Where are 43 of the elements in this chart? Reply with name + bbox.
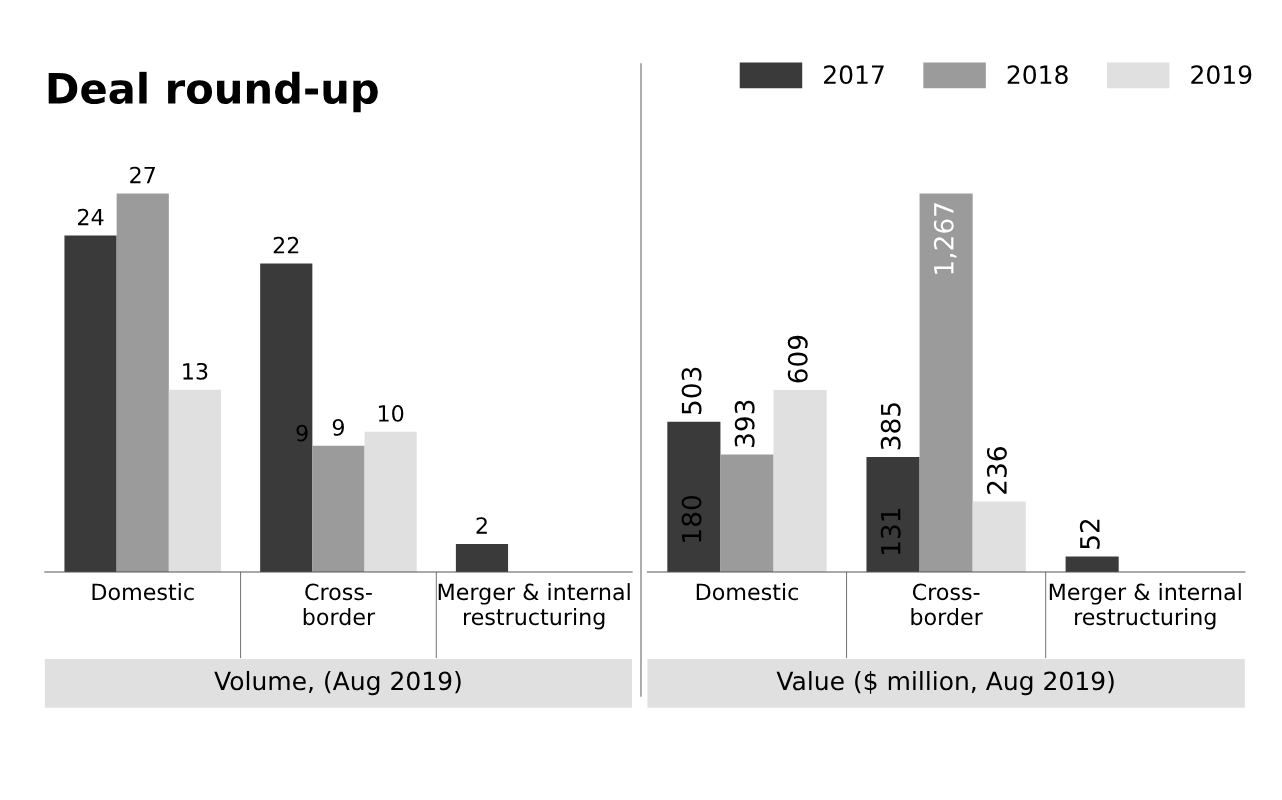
bar <box>364 431 417 572</box>
legend-label: 2019 <box>1191 65 1252 85</box>
x-tick-label: Domestic <box>696 583 798 601</box>
bar <box>720 454 774 572</box>
legend-label: 2018 <box>1007 65 1068 85</box>
bar <box>667 421 721 572</box>
data-label: 52 <box>1079 519 1100 549</box>
bar <box>312 445 365 572</box>
x-axis-title: Value ($ million, Aug 2019) <box>776 670 1114 696</box>
bar <box>168 389 222 572</box>
bar <box>1065 556 1119 572</box>
x-axis-title: Volume, (Aug 2019) <box>214 670 461 696</box>
data-label: 1,267 <box>933 203 957 274</box>
data-label: 24 <box>78 208 104 226</box>
bar <box>972 501 1026 572</box>
x-tick-label: Merger & internal restructuring <box>438 583 630 630</box>
legend-label: 2017 <box>824 65 884 85</box>
annotation: 131 <box>880 508 901 555</box>
data-label: 385 <box>880 403 901 450</box>
bar <box>866 456 920 572</box>
data-label: 10 <box>378 405 404 422</box>
bar <box>455 543 509 572</box>
bar <box>919 193 973 572</box>
data-label: 13 <box>183 362 208 380</box>
x-tick-label: Cross- border <box>911 583 983 626</box>
bar <box>773 390 827 572</box>
bar <box>64 235 117 572</box>
data-label: 503 <box>681 367 702 414</box>
data-label: 27 <box>130 166 155 184</box>
data-label: 22 <box>273 236 299 254</box>
data-label: 2 <box>476 517 487 534</box>
bar <box>260 263 313 572</box>
data-label: 9 <box>332 419 344 436</box>
data-label: 393 <box>734 400 755 447</box>
data-label: 236 <box>986 447 1007 494</box>
annotation: 9 <box>296 424 308 442</box>
x-tick-label: Merger & internal restructuring <box>1049 583 1241 630</box>
bar <box>116 193 169 572</box>
x-tick-label: Domestic <box>92 583 194 601</box>
chart-title: Deal round-up <box>48 71 378 113</box>
data-label: 609 <box>787 335 808 383</box>
x-tick-label: Cross- border <box>303 583 376 626</box>
annotation: 180 <box>681 495 702 542</box>
